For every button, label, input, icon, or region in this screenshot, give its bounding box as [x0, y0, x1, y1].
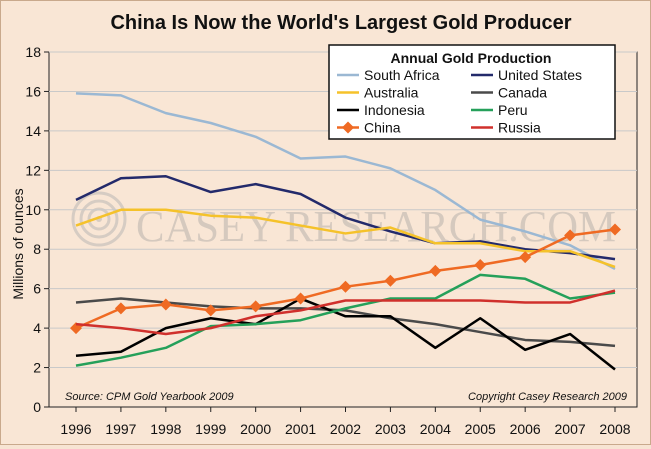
x-tick-label: 2004 — [420, 421, 451, 437]
legend: Annual Gold Production South Africa Unite… — [329, 45, 615, 139]
y-tick-label: 16 — [25, 83, 41, 99]
y-tick-label: 10 — [25, 202, 41, 218]
x-tick-label: 2005 — [465, 421, 496, 437]
data-point — [160, 298, 172, 310]
y-tick-label: 8 — [33, 241, 41, 257]
x-tick-label: 1996 — [60, 421, 91, 437]
watermark-logo-icon — [73, 193, 125, 245]
y-axis: 0 2 4 6 8 10 12 14 16 18 — [25, 44, 49, 415]
legend-label: United States — [498, 67, 582, 83]
copyright-note: Copyright Casey Research 2009 — [468, 391, 627, 403]
y-tick-label: 2 — [33, 360, 41, 376]
data-point — [474, 259, 486, 271]
x-tick-label: 2008 — [599, 421, 630, 437]
legend-label: Canada — [498, 85, 547, 101]
source-note: Source: CPM Gold Yearbook 2009 — [65, 391, 234, 403]
y-tick-label: 6 — [33, 281, 41, 297]
watermark: CASEY RESEARCH.COM — [73, 193, 616, 251]
data-point — [384, 275, 396, 287]
series-russia — [76, 291, 615, 335]
y-tick-label: 12 — [25, 162, 41, 178]
legend-label: South Africa — [364, 67, 440, 83]
legend-label: China — [364, 120, 401, 136]
legend-label: Indonesia — [364, 102, 425, 118]
legend-label: Australia — [364, 85, 419, 101]
y-tick-label: 14 — [25, 123, 41, 139]
series-line-russia — [76, 291, 615, 334]
x-tick-label: 1997 — [105, 421, 136, 437]
legend-title: Annual Gold Production — [391, 50, 552, 66]
x-tick-label: 2000 — [240, 421, 271, 437]
data-point — [295, 293, 307, 305]
chart-title: China Is Now the World's Largest Gold Pr… — [110, 12, 571, 34]
x-tick-label: 1998 — [150, 421, 181, 437]
y-axis-label: Millions of ounces — [10, 188, 26, 299]
data-point — [519, 251, 531, 263]
x-tick-label: 2007 — [555, 421, 586, 437]
x-tick-label: 2006 — [510, 421, 541, 437]
x-tick-label: 1999 — [195, 421, 226, 437]
data-point — [115, 302, 127, 314]
legend-label: Peru — [498, 102, 528, 118]
y-tick-label: 0 — [33, 399, 41, 415]
legend-label: Russia — [498, 120, 541, 136]
x-tick-label: 2002 — [330, 421, 361, 437]
y-tick-label: 18 — [25, 44, 41, 60]
data-point — [340, 281, 352, 293]
data-point — [250, 300, 262, 312]
x-axis: 1996 1997 1998 1999 2000 2001 2002 2003 2004 2005… — [60, 407, 630, 437]
x-tick-label: 2001 — [285, 421, 316, 437]
data-point — [429, 265, 441, 277]
x-tick-label: 2003 — [375, 421, 406, 437]
y-tick-label: 4 — [33, 320, 41, 336]
